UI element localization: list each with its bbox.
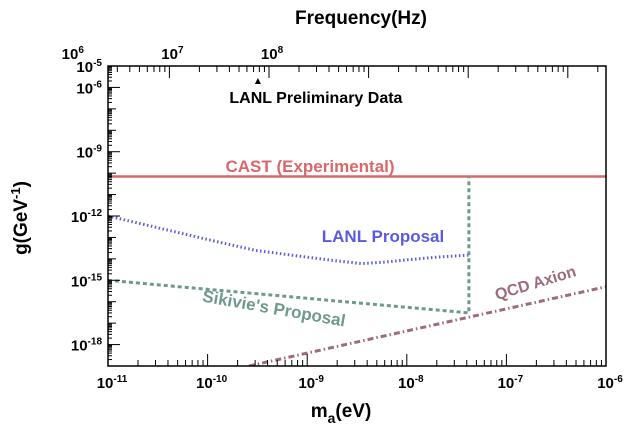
y-tick-label-2-exp: -9 [93, 144, 102, 155]
y-tick-label-2: 10-9 [76, 144, 102, 162]
y-tick-label-5-exp: -18 [88, 337, 103, 348]
top-tick-label-4-base: 10 [261, 46, 278, 63]
y-tick-label-2-base: 10 [76, 145, 93, 162]
series-1-label: LANL Proposal [322, 227, 444, 246]
x-tick-label-0-exp: -11 [113, 374, 127, 385]
top-tick-label-2-base: 10 [62, 46, 79, 63]
x-tick-label-1: 10-10 [196, 374, 228, 392]
x-tick-label-0: 10-11 [97, 374, 128, 392]
y-tick-label-1-base: 10 [76, 80, 93, 97]
x-tick-label-3: 10-8 [398, 374, 424, 392]
top-tick-label-4: 108 [261, 45, 284, 63]
top-tick-label-4-exp: 8 [278, 45, 284, 56]
y-tick-label-5: 10-18 [71, 337, 103, 355]
y-tick-label-3-base: 10 [71, 209, 88, 226]
y-tick-label-4-base: 10 [71, 273, 88, 290]
x-axis-title: ma(eV) [311, 401, 372, 424]
x-tick-label-1-exp: -10 [213, 374, 228, 385]
top-tick-label-3: 107 [161, 45, 184, 63]
x-tick-label-4-exp: -7 [514, 374, 523, 385]
y-tick-label-3-exp: -12 [88, 208, 103, 219]
x-tick-label-5: 10-6 [597, 374, 623, 392]
x-tick-label-2-base: 10 [298, 375, 315, 392]
labels: 10-11 10-10 10-9 10-8 10-7 10-610-510-610-910… [8, 8, 623, 424]
top-tick-label-2: 106 [62, 45, 85, 63]
x-tick-label-2: 10-9 [298, 374, 324, 392]
series-1-line [108, 214, 469, 266]
plot-frame [107, 65, 607, 367]
series-0-label: CAST (Experimental) [225, 157, 394, 176]
x-axis-title-sub: a [328, 410, 336, 424]
y-tick-label-3: 10-12 [71, 208, 103, 226]
x-tick-label-3-exp: -8 [415, 374, 424, 385]
series-lines [108, 175, 606, 366]
plot-frame-rect [107, 65, 607, 367]
top-axis-title: Frequency(Hz) [295, 8, 427, 29]
series-3-line [248, 285, 606, 366]
y-tick-label-5-base: 10 [71, 338, 88, 355]
y-axis-title: g(GeV-1) [8, 181, 32, 255]
x-tick-label-4-base: 10 [498, 375, 515, 392]
x-tick-label-5-base: 10 [597, 375, 614, 392]
y-tick-label-0-base: 10 [76, 59, 93, 76]
x-tick-label-3-base: 10 [398, 375, 415, 392]
y-tick-label-1-exp: -6 [93, 79, 102, 90]
y-tick-label-4: 10-15 [71, 272, 103, 290]
top-tick-label-3-base: 10 [161, 46, 178, 63]
y-axis-title-close: ) [11, 181, 32, 187]
top-tick-label-2-exp: 6 [78, 45, 84, 56]
marker-0-label: LANL Preliminary Data [229, 90, 402, 107]
top-tick-label-3-exp: 7 [178, 45, 184, 56]
series-3-label: QCD Axion [493, 263, 578, 304]
series-2-label: Sikivie's Proposal [201, 287, 347, 331]
y-axis-title-exp: -1 [8, 187, 23, 199]
y-tick-label-0: 10-5 [76, 58, 102, 76]
y-tick-label-0-exp: -5 [93, 58, 102, 69]
x-tick-label-4: 10-7 [498, 374, 524, 392]
x-tick-label-1-base: 10 [196, 375, 213, 392]
x-tick-label-2-exp: -9 [315, 374, 324, 385]
y-tick-label-4-exp: -15 [88, 272, 103, 283]
x-axis-title-main: m [311, 401, 328, 422]
y-axis-title-main: g(GeV [11, 199, 32, 255]
x-tick-label-5-exp: -6 [614, 374, 623, 385]
x-tick-label-0-base: 10 [97, 375, 114, 392]
y-tick-label-1: 10-6 [76, 79, 102, 97]
series-2-line [108, 176, 471, 315]
marker-0-triangle [254, 77, 261, 84]
x-axis-title-unit: (eV) [335, 401, 371, 422]
